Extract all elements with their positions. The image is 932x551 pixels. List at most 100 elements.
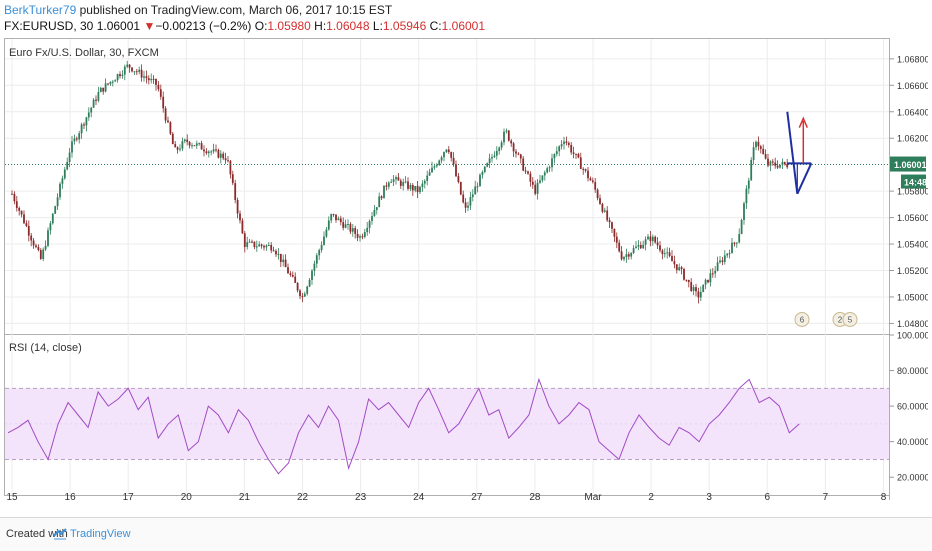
rsi-y-tick-label: 40.0000	[897, 437, 928, 447]
x-tick-label: 8	[881, 492, 887, 500]
candle-body	[243, 233, 246, 247]
candle-body	[366, 227, 369, 233]
y-tick-label: 1.06600	[897, 81, 928, 91]
candle-body	[404, 181, 407, 183]
candle-body	[97, 92, 100, 101]
x-tick-label: 23	[355, 492, 367, 500]
candle-body	[507, 130, 510, 141]
candle-body	[419, 186, 421, 193]
candle-body	[171, 133, 174, 145]
high-label: H:	[314, 19, 327, 33]
candle-body	[385, 185, 388, 187]
candle-body	[524, 170, 527, 172]
candle-body	[697, 291, 700, 298]
candle-body	[467, 205, 469, 208]
candle-body	[661, 250, 664, 255]
candle-body	[774, 162, 777, 166]
tradingview-brand-link[interactable]: TradingView	[70, 528, 131, 540]
candle-body	[351, 228, 354, 232]
event-icon-label: 6	[800, 315, 805, 324]
candle-body	[786, 163, 789, 168]
candle-body	[255, 246, 258, 248]
candle-body	[474, 186, 477, 195]
candle-body	[752, 147, 755, 160]
candle-body	[99, 87, 102, 93]
candle-body	[750, 159, 753, 181]
candle-body	[582, 168, 585, 170]
candle-body	[745, 188, 748, 204]
candle-body	[716, 262, 719, 271]
candle-body	[66, 161, 69, 170]
candle-body	[668, 252, 671, 257]
candle-body	[279, 253, 282, 263]
candle-body	[615, 236, 618, 243]
candle-body	[455, 164, 457, 177]
candle-body	[596, 189, 599, 199]
candle-body	[164, 108, 167, 121]
candle-body	[131, 67, 133, 72]
candle-body	[572, 152, 575, 154]
tradingview-logo-icon	[53, 528, 67, 540]
candle-body	[591, 180, 594, 183]
drawing-red-arrowhead	[798, 116, 808, 128]
candle-body	[155, 78, 157, 85]
rsi-y-tick-label: 100.0000	[897, 331, 928, 341]
candle-body	[253, 241, 256, 247]
created-with-text: Created with	[6, 528, 68, 540]
candle-body	[565, 141, 568, 143]
candle-body	[392, 179, 395, 182]
candle-body	[186, 139, 189, 142]
candle-body	[157, 84, 160, 90]
candle-body	[421, 183, 424, 187]
y-tick-label: 1.06200	[897, 134, 928, 144]
candle-body	[83, 124, 85, 126]
candle-body	[87, 112, 90, 118]
candle-body	[167, 120, 169, 123]
candle-body	[738, 234, 741, 243]
candle-body	[140, 69, 143, 78]
x-tick-label: 2	[648, 492, 654, 500]
candle-body	[375, 207, 378, 210]
candle-body	[344, 224, 347, 228]
candle-body	[651, 236, 654, 242]
candle-body	[575, 153, 577, 155]
candle-body	[755, 141, 757, 148]
candle-body	[325, 229, 328, 237]
candle-body	[215, 149, 217, 151]
candle-body	[519, 154, 522, 159]
candle-body	[639, 245, 642, 249]
candle-body	[116, 74, 119, 81]
candle-body	[630, 253, 633, 257]
candle-body	[762, 148, 765, 155]
x-tick-label: 22	[297, 492, 309, 500]
candle-body	[445, 149, 448, 153]
candle-body	[440, 157, 443, 161]
candle-body	[551, 158, 553, 168]
candle-body	[635, 246, 637, 249]
candle-body	[114, 80, 117, 82]
candle-body	[39, 250, 42, 259]
candle-body	[347, 223, 349, 225]
candle-body	[356, 233, 359, 238]
x-tick-label: 15	[6, 492, 18, 500]
candle-body	[483, 166, 486, 173]
candle-body	[560, 144, 563, 147]
candle-body	[282, 259, 285, 263]
candle-body	[265, 245, 268, 248]
candle-body	[75, 138, 78, 140]
candle-body	[728, 253, 731, 255]
candle-body	[234, 183, 237, 200]
candle-body	[781, 162, 784, 165]
candle-body	[627, 254, 630, 257]
candle-body	[210, 151, 213, 153]
candle-body	[402, 182, 405, 186]
candle-body	[102, 87, 105, 92]
countdown-label: 14:48	[904, 178, 927, 188]
candle-body	[59, 183, 61, 198]
author-link[interactable]: BerkTurker79	[4, 3, 77, 17]
candle-body	[359, 236, 361, 238]
candle-body	[222, 153, 225, 159]
candle-body	[174, 144, 177, 148]
